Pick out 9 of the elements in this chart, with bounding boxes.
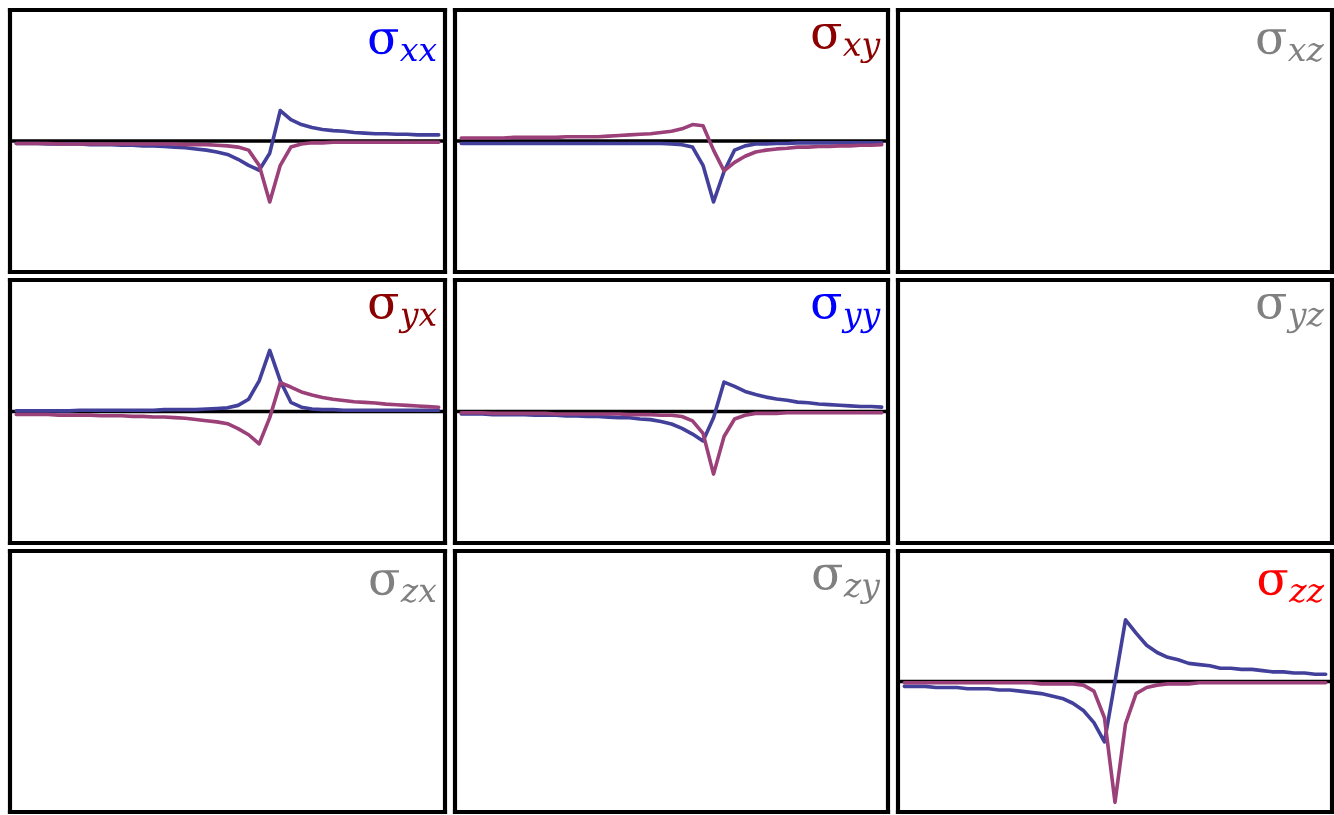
chart-title: σ$_{xx}$ — [369, 29, 437, 62]
text: σ$_{zx}$ — [370, 570, 437, 603]
text: σ$_{yz}$ — [1257, 293, 1325, 334]
chart-title: σ$_{yy}$ — [812, 293, 881, 334]
chart-title: σ$_{yx}$ — [369, 293, 437, 334]
text: σ$_{xz}$ — [1257, 29, 1325, 62]
chart-title: σ$_{zz}$ — [1258, 570, 1325, 603]
text: σ$_{zy}$ — [813, 564, 881, 605]
chart-title: σ$_{xy}$ — [812, 23, 881, 64]
